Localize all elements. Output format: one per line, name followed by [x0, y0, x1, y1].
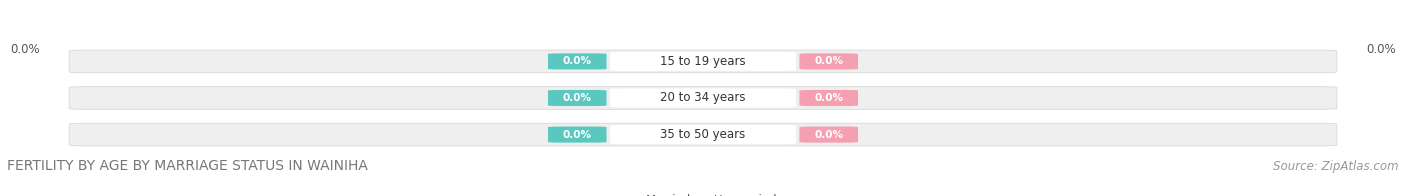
Text: 20 to 34 years: 20 to 34 years: [661, 92, 745, 104]
Text: FERTILITY BY AGE BY MARRIAGE STATUS IN WAINIHA: FERTILITY BY AGE BY MARRIAGE STATUS IN W…: [7, 159, 368, 173]
Text: 0.0%: 0.0%: [562, 56, 592, 66]
FancyBboxPatch shape: [610, 52, 796, 71]
Legend: Married, Unmarried: Married, Unmarried: [628, 194, 778, 196]
Text: 35 to 50 years: 35 to 50 years: [661, 128, 745, 141]
Text: 0.0%: 0.0%: [10, 43, 39, 56]
FancyBboxPatch shape: [69, 50, 1337, 73]
FancyBboxPatch shape: [548, 127, 606, 143]
FancyBboxPatch shape: [610, 88, 796, 108]
FancyBboxPatch shape: [548, 90, 606, 106]
FancyBboxPatch shape: [69, 87, 1337, 109]
Text: 0.0%: 0.0%: [1367, 43, 1396, 56]
Text: 0.0%: 0.0%: [814, 93, 844, 103]
Text: 15 to 19 years: 15 to 19 years: [661, 55, 745, 68]
FancyBboxPatch shape: [800, 127, 858, 143]
FancyBboxPatch shape: [800, 90, 858, 106]
FancyBboxPatch shape: [800, 53, 858, 69]
FancyBboxPatch shape: [548, 53, 606, 69]
Text: Source: ZipAtlas.com: Source: ZipAtlas.com: [1274, 160, 1399, 173]
Text: 0.0%: 0.0%: [562, 93, 592, 103]
Text: 0.0%: 0.0%: [562, 130, 592, 140]
Text: 0.0%: 0.0%: [814, 130, 844, 140]
Text: 0.0%: 0.0%: [814, 56, 844, 66]
FancyBboxPatch shape: [610, 125, 796, 144]
FancyBboxPatch shape: [69, 123, 1337, 146]
